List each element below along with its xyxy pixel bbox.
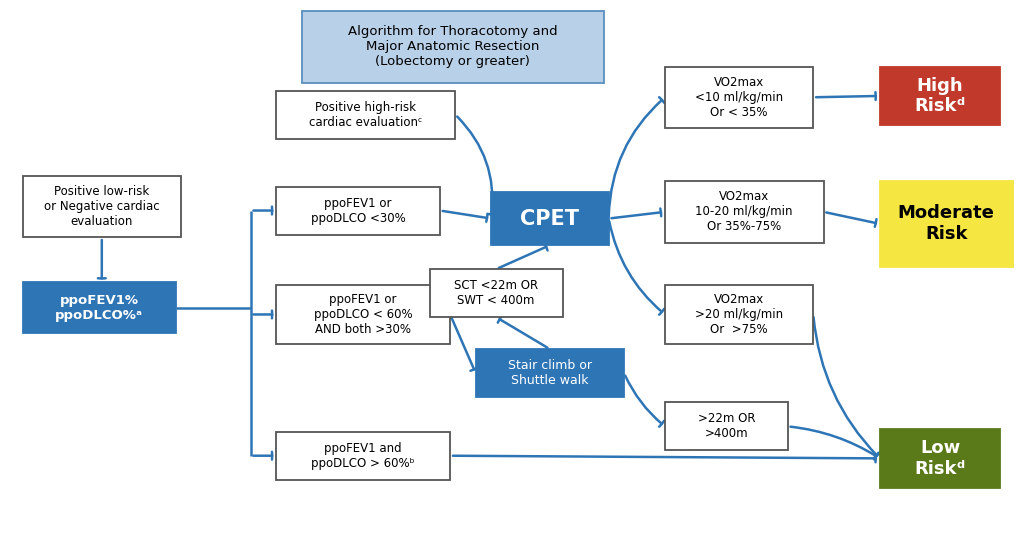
Text: Moderate
Risk: Moderate Risk [898, 205, 994, 243]
Text: >22m OR
>400m: >22m OR >400m [698, 413, 755, 440]
FancyBboxPatch shape [276, 285, 450, 344]
Text: Stair climb or
Shuttle walk: Stair climb or Shuttle walk [507, 359, 592, 387]
Text: ppoFEV1 and
ppoDLCO > 60%ᵇ: ppoFEV1 and ppoDLCO > 60%ᵇ [311, 442, 415, 470]
Text: Positive high-risk
cardiac evaluationᶜ: Positive high-risk cardiac evaluationᶜ [309, 101, 422, 128]
FancyBboxPatch shape [276, 187, 440, 235]
Text: High
Riskᵈ: High Riskᵈ [915, 77, 966, 115]
FancyBboxPatch shape [476, 349, 624, 397]
Text: Low
Riskᵈ: Low Riskᵈ [915, 439, 966, 478]
FancyBboxPatch shape [665, 402, 788, 450]
Text: VO2max
>20 ml/kg/min
Or  >75%: VO2max >20 ml/kg/min Or >75% [695, 293, 784, 336]
FancyBboxPatch shape [430, 269, 563, 317]
FancyBboxPatch shape [880, 429, 1000, 488]
FancyBboxPatch shape [23, 282, 176, 333]
FancyBboxPatch shape [491, 192, 609, 245]
FancyBboxPatch shape [276, 432, 450, 480]
Text: VO2max
10-20 ml/kg/min
Or 35%-75%: VO2max 10-20 ml/kg/min Or 35%-75% [696, 190, 793, 233]
Text: Positive low-risk
or Negative cardiac
evaluation: Positive low-risk or Negative cardiac ev… [44, 185, 160, 228]
FancyBboxPatch shape [665, 285, 813, 344]
Text: ppoFEV1%
ppoDLCO%ᵃ: ppoFEV1% ppoDLCO%ᵃ [55, 294, 143, 322]
FancyBboxPatch shape [880, 67, 1000, 125]
FancyBboxPatch shape [880, 181, 1013, 266]
FancyBboxPatch shape [23, 176, 181, 237]
FancyBboxPatch shape [276, 91, 455, 139]
FancyBboxPatch shape [665, 181, 824, 243]
FancyBboxPatch shape [302, 11, 604, 83]
FancyBboxPatch shape [665, 67, 813, 128]
Text: SCT <22m OR
SWT < 400m: SCT <22m OR SWT < 400m [454, 279, 538, 307]
Text: CPET: CPET [521, 208, 579, 229]
Text: Algorithm for Thoracotomy and
Major Anatomic Resection
(Lobectomy or greater): Algorithm for Thoracotomy and Major Anat… [348, 25, 558, 68]
Text: ppoFEV1 or
ppoDLCO < 60%
AND both >30%: ppoFEV1 or ppoDLCO < 60% AND both >30% [314, 293, 412, 336]
Text: ppoFEV1 or
ppoDLCO <30%: ppoFEV1 or ppoDLCO <30% [311, 197, 405, 224]
Text: VO2max
<10 ml/kg/min
Or < 35%: VO2max <10 ml/kg/min Or < 35% [695, 76, 784, 119]
